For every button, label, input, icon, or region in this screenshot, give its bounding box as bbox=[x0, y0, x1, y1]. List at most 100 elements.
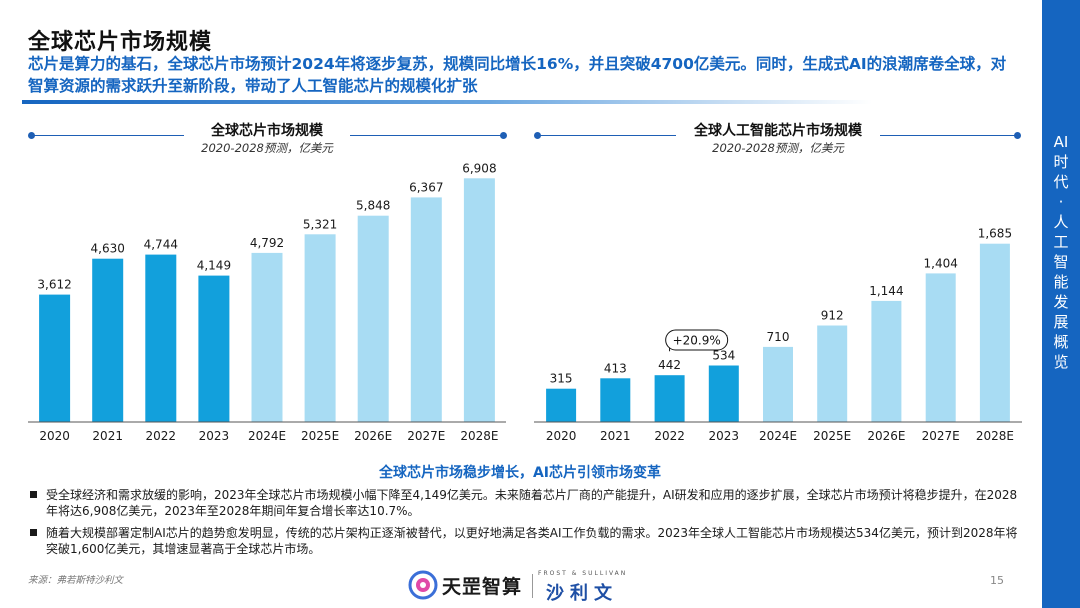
x-tick-label: 2024E bbox=[248, 429, 286, 443]
value-label: 912 bbox=[821, 309, 844, 323]
sidebar-glyph: 发 bbox=[1053, 293, 1069, 311]
page-subtitle: 芯片是算力的基石，全球芯片市场预计2024年将逐步复苏，规模同比增长16%，并且… bbox=[28, 55, 1007, 95]
chart-svg: 3,612 2020 4,630 2021 4,744 2022 4,149 2023 4,79… bbox=[28, 161, 506, 443]
value-label: 710 bbox=[767, 330, 790, 344]
bar-2022 bbox=[145, 254, 177, 422]
x-tick-label: 2022 bbox=[146, 429, 177, 443]
bar-2025E bbox=[304, 234, 336, 422]
x-tick-label: 2025E bbox=[301, 429, 339, 443]
x-tick-label: 2028E bbox=[460, 429, 498, 443]
chart-header: 全球芯片市场规模 2020-2028预测，亿美元 bbox=[20, 118, 514, 158]
logo-divider bbox=[532, 574, 533, 598]
x-tick-label: 2020 bbox=[546, 429, 577, 443]
chart-svg: 315 2020 413 2021 442 2022 534 2023 710 2024E 912 2… bbox=[534, 227, 1022, 443]
x-tick-label: 2028E bbox=[976, 429, 1014, 443]
x-tick-label: 2021 bbox=[92, 429, 123, 443]
x-tick-label: 2026E bbox=[867, 429, 905, 443]
annotation-pill bbox=[665, 329, 729, 351]
page-title: 全球芯片市场规模 bbox=[28, 30, 213, 55]
value-label: 3,612 bbox=[37, 278, 71, 292]
x-tick-label: 2023 bbox=[709, 429, 740, 443]
title-underline bbox=[22, 100, 872, 104]
value-label: 6,367 bbox=[409, 180, 443, 194]
sidebar-glyph: 时 bbox=[1053, 153, 1069, 171]
bar-2021 bbox=[600, 378, 631, 422]
footer-logos: 天罡智算 FROST & SULLIVAN 沙利文 bbox=[408, 568, 648, 604]
sullivan-logo-cn: 沙利文 bbox=[546, 583, 618, 604]
value-label: 315 bbox=[550, 372, 573, 386]
header-dot-right bbox=[1014, 132, 1021, 139]
value-label: 1,685 bbox=[978, 227, 1012, 241]
bar-2024E bbox=[763, 346, 793, 422]
bar-2027E bbox=[925, 273, 956, 422]
x-tick-label: 2026E bbox=[354, 429, 392, 443]
square-bullet-icon bbox=[30, 529, 37, 536]
header-line-left bbox=[538, 135, 676, 136]
bar-2028E bbox=[979, 243, 1010, 422]
square-bullet-icon bbox=[30, 491, 37, 498]
sidebar-glyph: · bbox=[1058, 193, 1064, 211]
header-dot-right bbox=[500, 132, 507, 139]
bar-2020 bbox=[39, 294, 71, 422]
x-tick-label: 2022 bbox=[654, 429, 685, 443]
bar-2026E bbox=[357, 215, 389, 422]
value-label: 4,149 bbox=[197, 259, 231, 273]
value-label: 5,848 bbox=[356, 199, 390, 213]
sidebar-glyph: 人 bbox=[1053, 213, 1069, 231]
summary-heading: 全球芯片市场稳步增长，AI芯片引领市场变革 bbox=[378, 465, 662, 481]
bullet-text: 随着大规模部署定制AI芯片的趋势愈发明显，传统的芯片架构正逐渐被替代，以更好地满… bbox=[46, 526, 1018, 556]
chart-subtitle: 2020-2028预测，亿美元 bbox=[712, 141, 844, 155]
header-line-right bbox=[880, 135, 1018, 136]
value-label: 1,144 bbox=[869, 284, 903, 298]
tiangang-logo-icon bbox=[408, 570, 438, 600]
value-label: 413 bbox=[604, 361, 627, 375]
frost-sullivan-logo-text: FROST & SULLIVAN bbox=[538, 570, 628, 577]
sidebar-glyph: 工 bbox=[1053, 233, 1069, 251]
sidebar-glyph: 展 bbox=[1053, 313, 1069, 331]
bar-2023 bbox=[708, 365, 739, 422]
chart-title: 全球人工智能芯片市场规模 bbox=[694, 123, 862, 139]
source-note: 来源：弗若斯特沙利文 bbox=[28, 575, 124, 586]
sidebar-glyph: 能 bbox=[1053, 273, 1069, 291]
value-label: 534 bbox=[712, 349, 735, 363]
chip-market-chart: 3,612 2020 4,630 2021 4,744 2022 4,149 2023 4,79… bbox=[20, 118, 514, 448]
x-tick-label: 2021 bbox=[600, 429, 631, 443]
tiangang-logo-text: 天罡智算 bbox=[442, 576, 523, 598]
x-tick-label: 2023 bbox=[199, 429, 230, 443]
value-label: 4,630 bbox=[91, 242, 125, 256]
x-tick-label: 2027E bbox=[407, 429, 445, 443]
chart-header: 全球人工智能芯片市场规模 2020-2028预测，亿美元 bbox=[530, 118, 1026, 158]
bullet-list: 受全球经济和需求放缓的影响，2023年全球芯片市场规模小幅下降至4,149亿美元… bbox=[28, 487, 1026, 563]
chart-title: 全球芯片市场规模 bbox=[211, 123, 323, 139]
x-tick-label: 2027E bbox=[922, 429, 960, 443]
ai-chip-market-chart: 315 2020 413 2021 442 2022 534 2023 710 2024E 912 2… bbox=[530, 118, 1026, 448]
bar-2021 bbox=[92, 258, 124, 422]
sidebar-label: AI 时代 · 人工智能发展概览 bbox=[1042, 132, 1080, 372]
bar-2027E bbox=[410, 197, 442, 422]
bullet-item: 受全球经济和需求放缓的影响，2023年全球芯片市场规模小幅下降至4,149亿美元… bbox=[28, 487, 1026, 519]
value-label: 6,908 bbox=[462, 161, 496, 175]
x-tick-label: 2020 bbox=[39, 429, 70, 443]
bar-2020 bbox=[546, 388, 577, 422]
bar-2023 bbox=[198, 275, 230, 422]
chart-subtitle: 2020-2028预测，亿美元 bbox=[201, 141, 333, 155]
growth-annotation: +20.9% bbox=[665, 329, 729, 352]
bar-2025E bbox=[817, 325, 848, 422]
bar-2026E bbox=[871, 300, 902, 422]
sidebar-glyph: 览 bbox=[1053, 353, 1069, 371]
bar-2024E bbox=[251, 252, 283, 422]
header-dot-left bbox=[534, 132, 541, 139]
sidebar-glyph: 概 bbox=[1053, 333, 1069, 351]
x-tick-label: 2024E bbox=[759, 429, 797, 443]
bar-2022 bbox=[654, 375, 685, 422]
sidebar-glyph: 代 bbox=[1053, 173, 1069, 191]
header-line-left bbox=[32, 135, 184, 136]
value-label: 4,744 bbox=[144, 238, 178, 252]
header-line-right bbox=[350, 135, 502, 136]
sidebar: AI 时代 · 人工智能发展概览 bbox=[1042, 0, 1080, 608]
page-number: 15 bbox=[990, 574, 1004, 587]
annotation-text: +20.9% bbox=[673, 334, 721, 348]
header-dot-left bbox=[28, 132, 35, 139]
value-label: 1,404 bbox=[924, 256, 958, 270]
x-tick-label: 2025E bbox=[813, 429, 851, 443]
